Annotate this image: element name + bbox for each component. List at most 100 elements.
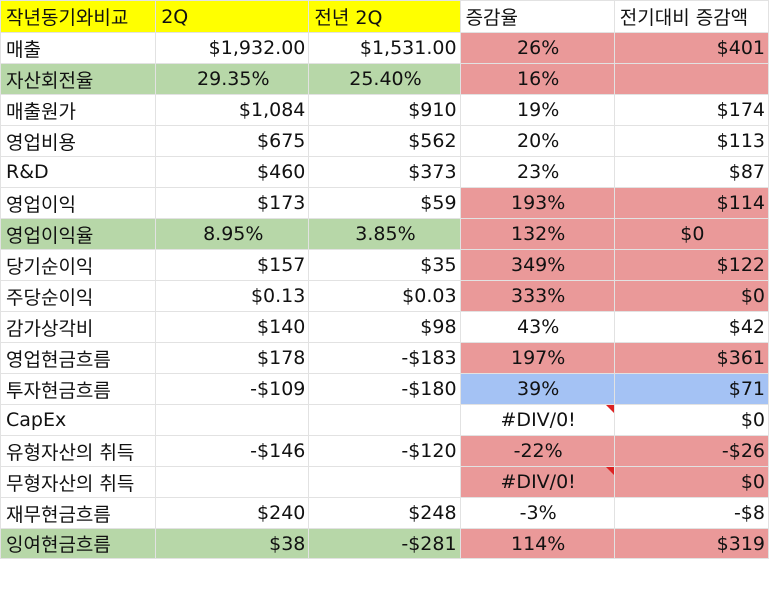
growth-rate-cell[interactable]: 20% (459, 125, 615, 157)
growth-rate-cell[interactable]: 19% (459, 94, 615, 126)
table-row: 유형자산의 취득 -$146 -$120 -22% -$26 (0, 435, 769, 467)
value-cell-prev-2q[interactable]: 25.40% (308, 63, 461, 95)
value-cell-2q[interactable]: $173 (155, 187, 310, 219)
value-cell-prev-2q[interactable]: -$281 (308, 528, 461, 559)
row-label-cell[interactable]: 당기순이익 (0, 249, 157, 281)
comment-flag-icon[interactable] (605, 405, 614, 413)
row-label-cell[interactable]: CapEx (0, 404, 157, 436)
change-amount-cell[interactable]: $42 (613, 311, 769, 343)
change-amount-cell[interactable]: $0 (613, 466, 769, 498)
header-cell-prev-2q[interactable]: 전년 2Q (308, 0, 461, 33)
value-cell-prev-2q[interactable]: $373 (308, 156, 461, 188)
growth-rate-cell[interactable]: 333% (459, 280, 615, 312)
header-cell-2q[interactable]: 2Q (155, 0, 310, 33)
spreadsheet-grid: 작년동기와비교 2Q 전년 2Q 증감율 전기대비 증감액 매출 $1,932.… (0, 0, 769, 559)
row-label-cell[interactable]: 잉여현금흐름 (0, 528, 157, 559)
row-label-cell[interactable]: 투자현금흐름 (0, 373, 157, 405)
value-cell-prev-2q[interactable] (308, 404, 461, 436)
value-cell-2q[interactable]: $38 (155, 528, 310, 559)
change-amount-cell[interactable]: $114 (613, 187, 769, 219)
value-cell-prev-2q[interactable]: -$120 (308, 435, 461, 467)
row-label-cell[interactable]: 감가상각비 (0, 311, 157, 343)
change-amount-cell[interactable]: $71 (613, 373, 769, 405)
growth-rate-cell[interactable]: 193% (459, 187, 615, 219)
value-cell-2q[interactable]: $0.13 (155, 280, 310, 312)
comment-flag-icon[interactable] (605, 467, 614, 475)
change-amount-cell[interactable]: $319 (613, 528, 769, 559)
table-row: 매출 $1,932.00 $1,531.00 26% $401 (0, 32, 769, 64)
value-cell-2q[interactable]: $178 (155, 342, 310, 374)
value-cell-prev-2q[interactable]: $910 (308, 94, 461, 126)
value-cell-prev-2q[interactable]: $0.03 (308, 280, 461, 312)
value-cell-prev-2q[interactable]: -$180 (308, 373, 461, 405)
value-cell-prev-2q[interactable]: $1,531.00 (308, 32, 461, 64)
growth-rate-cell[interactable]: 349% (459, 249, 615, 281)
table-row: 무형자산의 취득 #DIV/0! $0 (0, 466, 769, 498)
value-cell-2q[interactable]: $1,084 (155, 94, 310, 126)
change-amount-cell[interactable]: $122 (613, 249, 769, 281)
row-label-cell[interactable]: 매출원가 (0, 94, 157, 126)
header-cell-growth-rate[interactable]: 증감율 (459, 0, 615, 33)
row-label-cell[interactable]: 재무현금흐름 (0, 497, 157, 529)
growth-rate-cell[interactable]: 114% (459, 528, 615, 559)
table-row: 영업이익 $173 $59 193% $114 (0, 187, 769, 219)
table-row: 영업현금흐름 $178 -$183 197% $361 (0, 342, 769, 374)
value-cell-prev-2q[interactable]: $35 (308, 249, 461, 281)
value-cell-2q[interactable] (155, 404, 310, 436)
row-label-cell[interactable]: 매출 (0, 32, 157, 64)
change-amount-cell[interactable]: -$26 (613, 435, 769, 467)
growth-rate-cell[interactable]: #DIV/0! (459, 404, 615, 436)
growth-rate-cell[interactable]: 26% (459, 32, 615, 64)
value-cell-prev-2q[interactable]: -$183 (308, 342, 461, 374)
row-label-cell[interactable]: 영업이익율 (0, 218, 157, 250)
change-amount-cell[interactable]: $0 (613, 404, 769, 436)
value-cell-prev-2q[interactable]: $98 (308, 311, 461, 343)
growth-rate-cell[interactable]: -22% (459, 435, 615, 467)
row-label-cell[interactable]: 자산회전율 (0, 63, 157, 95)
change-amount-cell[interactable]: $361 (613, 342, 769, 374)
row-label-cell[interactable]: 무형자산의 취득 (0, 466, 157, 498)
value-cell-2q[interactable]: $1,932.00 (155, 32, 310, 64)
value-cell-2q[interactable]: $140 (155, 311, 310, 343)
growth-rate-cell[interactable]: 16% (459, 63, 615, 95)
change-amount-cell[interactable]: $87 (613, 156, 769, 188)
table-row: 매출원가 $1,084 $910 19% $174 (0, 94, 769, 126)
row-label-cell[interactable]: 영업이익 (0, 187, 157, 219)
value-cell-2q[interactable]: -$146 (155, 435, 310, 467)
value-cell-2q[interactable] (155, 466, 310, 498)
value-cell-prev-2q[interactable]: $562 (308, 125, 461, 157)
row-label-cell[interactable]: 주당순이익 (0, 280, 157, 312)
change-amount-cell[interactable]: $0 (613, 280, 769, 312)
growth-rate-cell[interactable]: #DIV/0! (459, 466, 615, 498)
value-cell-2q[interactable]: $460 (155, 156, 310, 188)
value-cell-prev-2q[interactable]: $248 (308, 497, 461, 529)
value-cell-2q[interactable]: -$109 (155, 373, 310, 405)
value-cell-prev-2q[interactable]: 3.85% (308, 218, 461, 250)
growth-rate-cell[interactable]: 39% (459, 373, 615, 405)
value-cell-prev-2q[interactable] (308, 466, 461, 498)
growth-rate-cell[interactable]: 23% (459, 156, 615, 188)
value-cell-2q[interactable]: $675 (155, 125, 310, 157)
growth-rate-cell[interactable]: 197% (459, 342, 615, 374)
growth-rate-cell[interactable]: -3% (459, 497, 615, 529)
change-amount-cell[interactable]: $174 (613, 94, 769, 126)
header-cell-change-amount[interactable]: 전기대비 증감액 (613, 0, 769, 33)
row-label-cell[interactable]: R&D (0, 156, 157, 188)
header-cell-label[interactable]: 작년동기와비교 (0, 0, 157, 33)
value-cell-2q[interactable]: $240 (155, 497, 310, 529)
value-cell-prev-2q[interactable]: $59 (308, 187, 461, 219)
change-amount-cell[interactable]: $401 (613, 32, 769, 64)
row-label-cell[interactable]: 유형자산의 취득 (0, 435, 157, 467)
growth-rate-cell[interactable]: 132% (459, 218, 615, 250)
change-amount-cell[interactable]: -$8 (613, 497, 769, 529)
change-amount-cell[interactable] (613, 63, 769, 95)
row-label-cell[interactable]: 영업현금흐름 (0, 342, 157, 374)
growth-rate-cell[interactable]: 43% (459, 311, 615, 343)
row-label-cell[interactable]: 영업비용 (0, 125, 157, 157)
value-cell-2q[interactable]: 29.35% (155, 63, 310, 95)
value-cell-2q[interactable]: $157 (155, 249, 310, 281)
value-cell-2q[interactable]: 8.95% (155, 218, 310, 250)
change-amount-cell[interactable]: $0 (613, 218, 769, 250)
change-amount-cell[interactable]: $113 (613, 125, 769, 157)
growth-rate-value: #DIV/0! (500, 471, 576, 493)
